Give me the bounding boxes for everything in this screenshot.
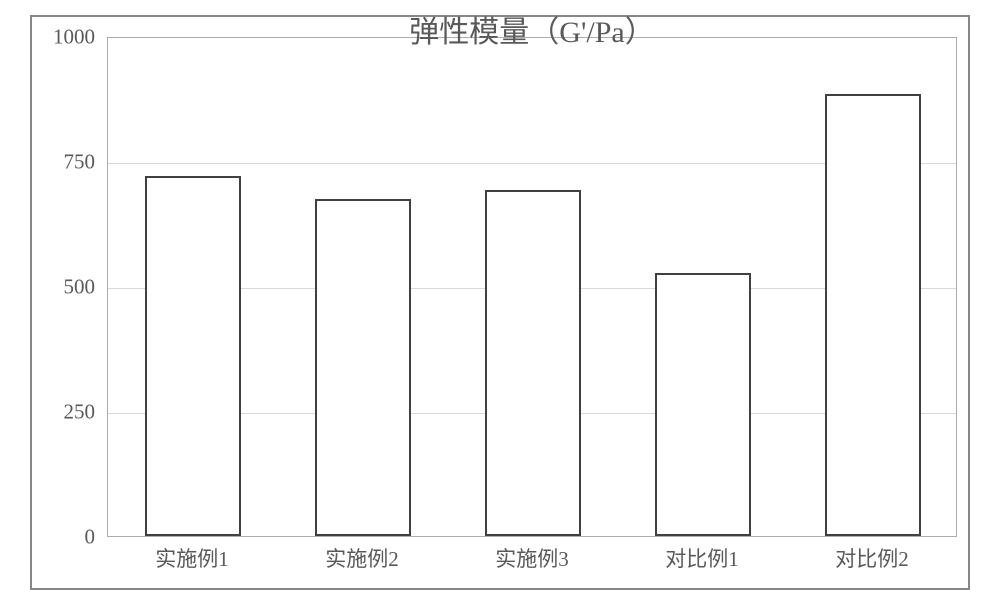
bar <box>485 190 582 537</box>
y-tick-label: 750 <box>64 150 96 175</box>
bar <box>655 273 752 537</box>
y-tick-label: 1000 <box>53 25 95 50</box>
plot-area <box>107 37 957 537</box>
x-tick-label: 对比例2 <box>835 543 909 573</box>
y-tick-label: 0 <box>85 525 96 550</box>
x-tick-label: 实施例3 <box>495 543 569 573</box>
chart-title: 弹性模量（G'/Pa） <box>409 7 654 51</box>
y-tick-label: 250 <box>64 400 96 425</box>
y-tick-label: 500 <box>64 275 96 300</box>
bar <box>825 94 922 537</box>
x-tick-label: 实施例1 <box>155 543 229 573</box>
chart-outer-frame: 弹性模量（G'/Pa） 02505007501000 实施例1实施例2实施例3对… <box>30 15 970 590</box>
x-tick-label: 对比例1 <box>665 543 739 573</box>
bar <box>315 199 412 537</box>
x-tick-label: 实施例2 <box>325 543 399 573</box>
bar <box>145 176 242 536</box>
canvas: 弹性模量（G'/Pa） 0 250 500 750 1000 实施例1 实施例2 实施例3 对… <box>0 0 1000 609</box>
